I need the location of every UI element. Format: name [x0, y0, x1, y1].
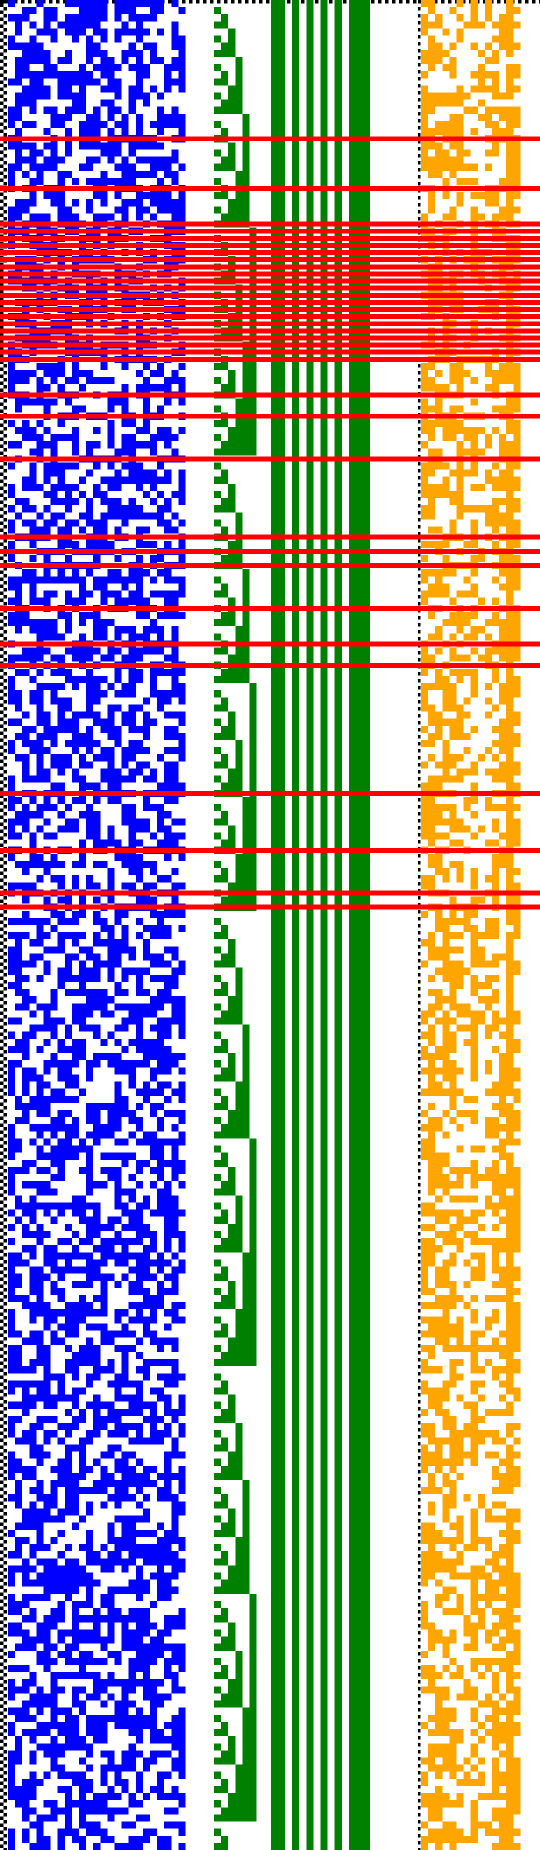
highlight-row — [0, 221, 540, 227]
highlight-row — [0, 228, 540, 234]
highlight-row — [0, 335, 540, 341]
highlight-row — [0, 563, 540, 569]
highlight-row — [0, 790, 540, 796]
highlight-row — [0, 264, 540, 270]
green-constant-bars — [270, 0, 371, 1850]
highlight-row — [0, 250, 540, 256]
highlight-row — [0, 456, 540, 462]
highlight-row — [0, 299, 540, 305]
orange-bit-matrix — [421, 0, 521, 1850]
highlight-row — [0, 342, 540, 348]
highlight-row — [0, 307, 540, 313]
blue-bit-matrix — [8, 0, 186, 1850]
highlight-row — [0, 235, 540, 241]
highlight-row — [0, 641, 540, 647]
highlight-row — [0, 257, 540, 263]
highlight-row — [0, 242, 540, 248]
highlight-row — [0, 328, 540, 334]
highlight-row — [0, 314, 540, 320]
highlight-row — [0, 413, 540, 419]
highlight-row — [0, 605, 540, 611]
highlight-row — [0, 349, 540, 355]
highlight-row — [0, 292, 540, 298]
highlight-row — [0, 136, 540, 142]
green-counter-staircase — [214, 7, 257, 1850]
highlight-row — [0, 321, 540, 327]
dotted-separator — [418, 0, 421, 1850]
highlight-row — [0, 271, 540, 277]
highlight-row — [0, 356, 540, 362]
highlight-row — [0, 890, 540, 896]
highlight-row — [0, 847, 540, 853]
highlight-row — [0, 392, 540, 398]
highlight-row — [0, 904, 540, 910]
highlight-row — [0, 662, 540, 668]
red-highlight-rows — [0, 136, 540, 910]
highlight-row — [0, 278, 540, 284]
highlight-row — [0, 186, 540, 192]
highlight-row — [0, 534, 540, 540]
highlight-row — [0, 548, 540, 554]
highlight-row — [0, 285, 540, 291]
